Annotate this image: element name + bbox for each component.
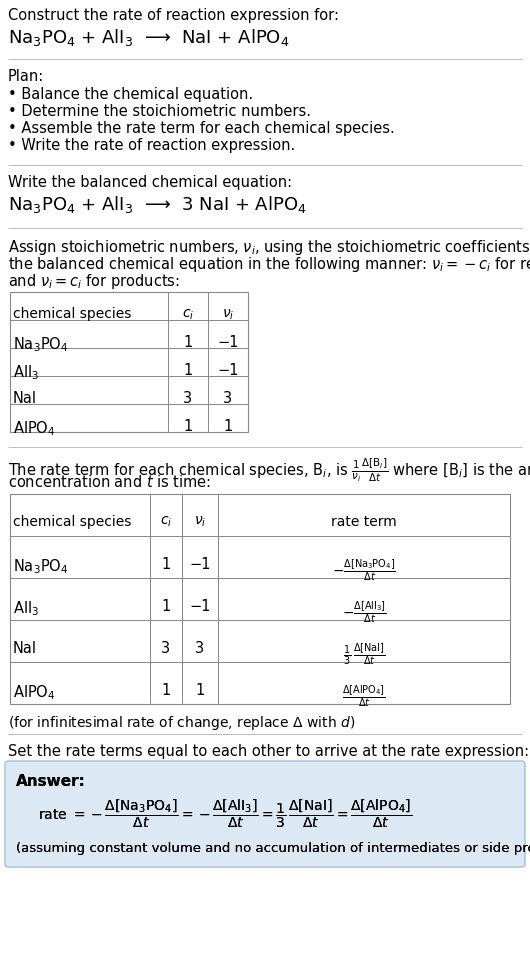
Text: rate $= -\dfrac{\Delta[\mathrm{Na_3PO_4}]}{\Delta t} = -\dfrac{\Delta[\mathrm{Al: rate $= -\dfrac{\Delta[\mathrm{Na_3PO_4}… (38, 798, 412, 831)
Text: Write the balanced chemical equation:: Write the balanced chemical equation: (8, 175, 292, 190)
Text: concentration and $t$ is time:: concentration and $t$ is time: (8, 474, 211, 490)
Text: Na$_3$PO$_4$ + AlI$_3$  ⟶  NaI + AlPO$_4$: Na$_3$PO$_4$ + AlI$_3$ ⟶ NaI + AlPO$_4$ (8, 27, 289, 48)
FancyBboxPatch shape (5, 761, 525, 867)
Text: Na$_3$PO$_4$: Na$_3$PO$_4$ (13, 557, 68, 576)
Text: Na$_3$PO$_4$: Na$_3$PO$_4$ (13, 336, 68, 354)
Text: chemical species: chemical species (13, 307, 131, 321)
Text: rate term: rate term (331, 515, 397, 529)
Text: AlI$_3$: AlI$_3$ (13, 599, 39, 618)
Text: $\frac{\Delta[\mathrm{AlPO_4}]}{\Delta t}$: $\frac{\Delta[\mathrm{AlPO_4}]}{\Delta t… (342, 683, 386, 709)
Text: 3: 3 (162, 641, 171, 656)
Text: (for infinitesimal rate of change, replace Δ with $d$): (for infinitesimal rate of change, repla… (8, 714, 355, 732)
Text: (assuming constant volume and no accumulation of intermediates or side products): (assuming constant volume and no accumul… (16, 842, 530, 855)
Text: AlPO$_4$: AlPO$_4$ (13, 420, 56, 438)
Text: chemical species: chemical species (13, 515, 131, 529)
Text: AlI$_3$: AlI$_3$ (13, 363, 39, 382)
Text: 3: 3 (224, 391, 233, 406)
Text: 1: 1 (161, 557, 171, 572)
Text: 1: 1 (183, 420, 192, 434)
Text: 1: 1 (183, 336, 192, 350)
Text: Assign stoichiometric numbers, $\nu_i$, using the stoichiometric coefficients, $: Assign stoichiometric numbers, $\nu_i$, … (8, 238, 530, 257)
Text: −1: −1 (217, 336, 238, 350)
Bar (10, 292, 248, 432)
Bar (10, 494, 510, 704)
Text: the balanced chemical equation in the following manner: $\nu_i = -c_i$ for react: the balanced chemical equation in the fo… (8, 255, 530, 274)
Text: 3: 3 (183, 391, 192, 406)
Text: Set the rate terms equal to each other to arrive at the rate expression:: Set the rate terms equal to each other t… (8, 744, 529, 759)
Text: 1: 1 (161, 683, 171, 698)
Text: $c_i$: $c_i$ (160, 515, 172, 529)
Text: Construct the rate of reaction expression for:: Construct the rate of reaction expressio… (8, 8, 339, 23)
Text: • Write the rate of reaction expression.: • Write the rate of reaction expression. (8, 138, 295, 153)
Text: Plan:: Plan: (8, 69, 44, 84)
Text: −1: −1 (189, 557, 211, 572)
Text: (assuming constant volume and no accumulation of intermediates or side products): (assuming constant volume and no accumul… (16, 842, 530, 855)
Text: $-\frac{\Delta[\mathrm{AlI_3}]}{\Delta t}$: $-\frac{\Delta[\mathrm{AlI_3}]}{\Delta t… (342, 599, 386, 625)
Text: Answer:: Answer: (16, 774, 86, 789)
Text: rate $= -\dfrac{\Delta[\mathrm{Na_3PO_4}]}{\Delta t} = -\dfrac{\Delta[\mathrm{Al: rate $= -\dfrac{\Delta[\mathrm{Na_3PO_4}… (38, 798, 412, 831)
Text: 1: 1 (183, 363, 192, 379)
Text: $\nu_i$: $\nu_i$ (222, 307, 234, 322)
Text: NaI: NaI (13, 641, 37, 656)
Text: −1: −1 (189, 599, 211, 614)
Text: • Assemble the rate term for each chemical species.: • Assemble the rate term for each chemic… (8, 121, 395, 136)
Text: Answer:: Answer: (16, 774, 86, 789)
Text: 1: 1 (161, 599, 171, 614)
Text: AlPO$_4$: AlPO$_4$ (13, 683, 56, 702)
Text: The rate term for each chemical species, B$_i$, is $\frac{1}{\nu_i}\frac{\Delta[: The rate term for each chemical species,… (8, 457, 530, 484)
Text: $\frac{1}{3}\,\frac{\Delta[\mathrm{NaI}]}{\Delta t}$: $\frac{1}{3}\,\frac{\Delta[\mathrm{NaI}]… (343, 641, 385, 667)
Text: • Balance the chemical equation.: • Balance the chemical equation. (8, 87, 253, 102)
Text: NaI: NaI (13, 391, 37, 406)
Text: −1: −1 (217, 363, 238, 379)
Text: $c_i$: $c_i$ (182, 307, 194, 322)
Text: $-\frac{\Delta[\mathrm{Na_3PO_4}]}{\Delta t}$: $-\frac{\Delta[\mathrm{Na_3PO_4}]}{\Delt… (332, 557, 396, 583)
Text: and $\nu_i = c_i$ for products:: and $\nu_i = c_i$ for products: (8, 272, 180, 291)
Text: 1: 1 (223, 420, 233, 434)
Text: $\nu_i$: $\nu_i$ (194, 515, 206, 529)
Text: Na$_3$PO$_4$ + AlI$_3$  ⟶  3 NaI + AlPO$_4$: Na$_3$PO$_4$ + AlI$_3$ ⟶ 3 NaI + AlPO$_4… (8, 194, 307, 215)
Text: 1: 1 (196, 683, 205, 698)
Text: 3: 3 (196, 641, 205, 656)
Text: • Determine the stoichiometric numbers.: • Determine the stoichiometric numbers. (8, 104, 311, 119)
